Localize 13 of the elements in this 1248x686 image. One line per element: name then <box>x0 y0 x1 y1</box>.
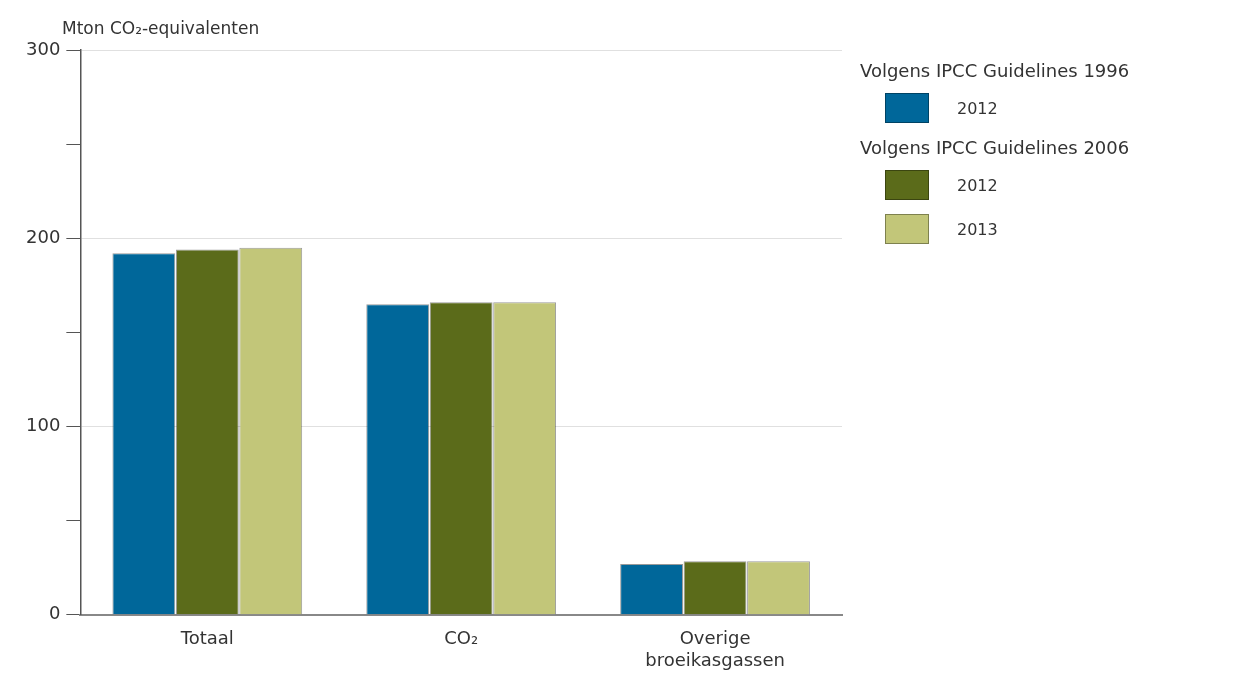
y-axis-title: Mton CO₂-equivalenten <box>62 18 260 38</box>
x-tick-label: CO₂ <box>444 627 479 649</box>
legend-label: 2013 <box>957 219 998 239</box>
x-tick-label: Totaal <box>179 627 234 649</box>
y-tick-label: 0 <box>48 602 61 624</box>
y-tick-label: 300 <box>26 37 61 59</box>
y-tick-label: 200 <box>26 225 61 247</box>
x-tick-label: Overige broeikasgassen <box>645 627 785 670</box>
text: Volgens IPCC Guidelines 1996 <box>860 60 1130 81</box>
y-tick-label: 100 <box>26 414 61 436</box>
legend-label: 2012 <box>957 98 998 118</box>
text: Volgens IPCC Guidelines 2006 <box>860 137 1130 158</box>
legend-label: 2012 <box>957 175 998 195</box>
